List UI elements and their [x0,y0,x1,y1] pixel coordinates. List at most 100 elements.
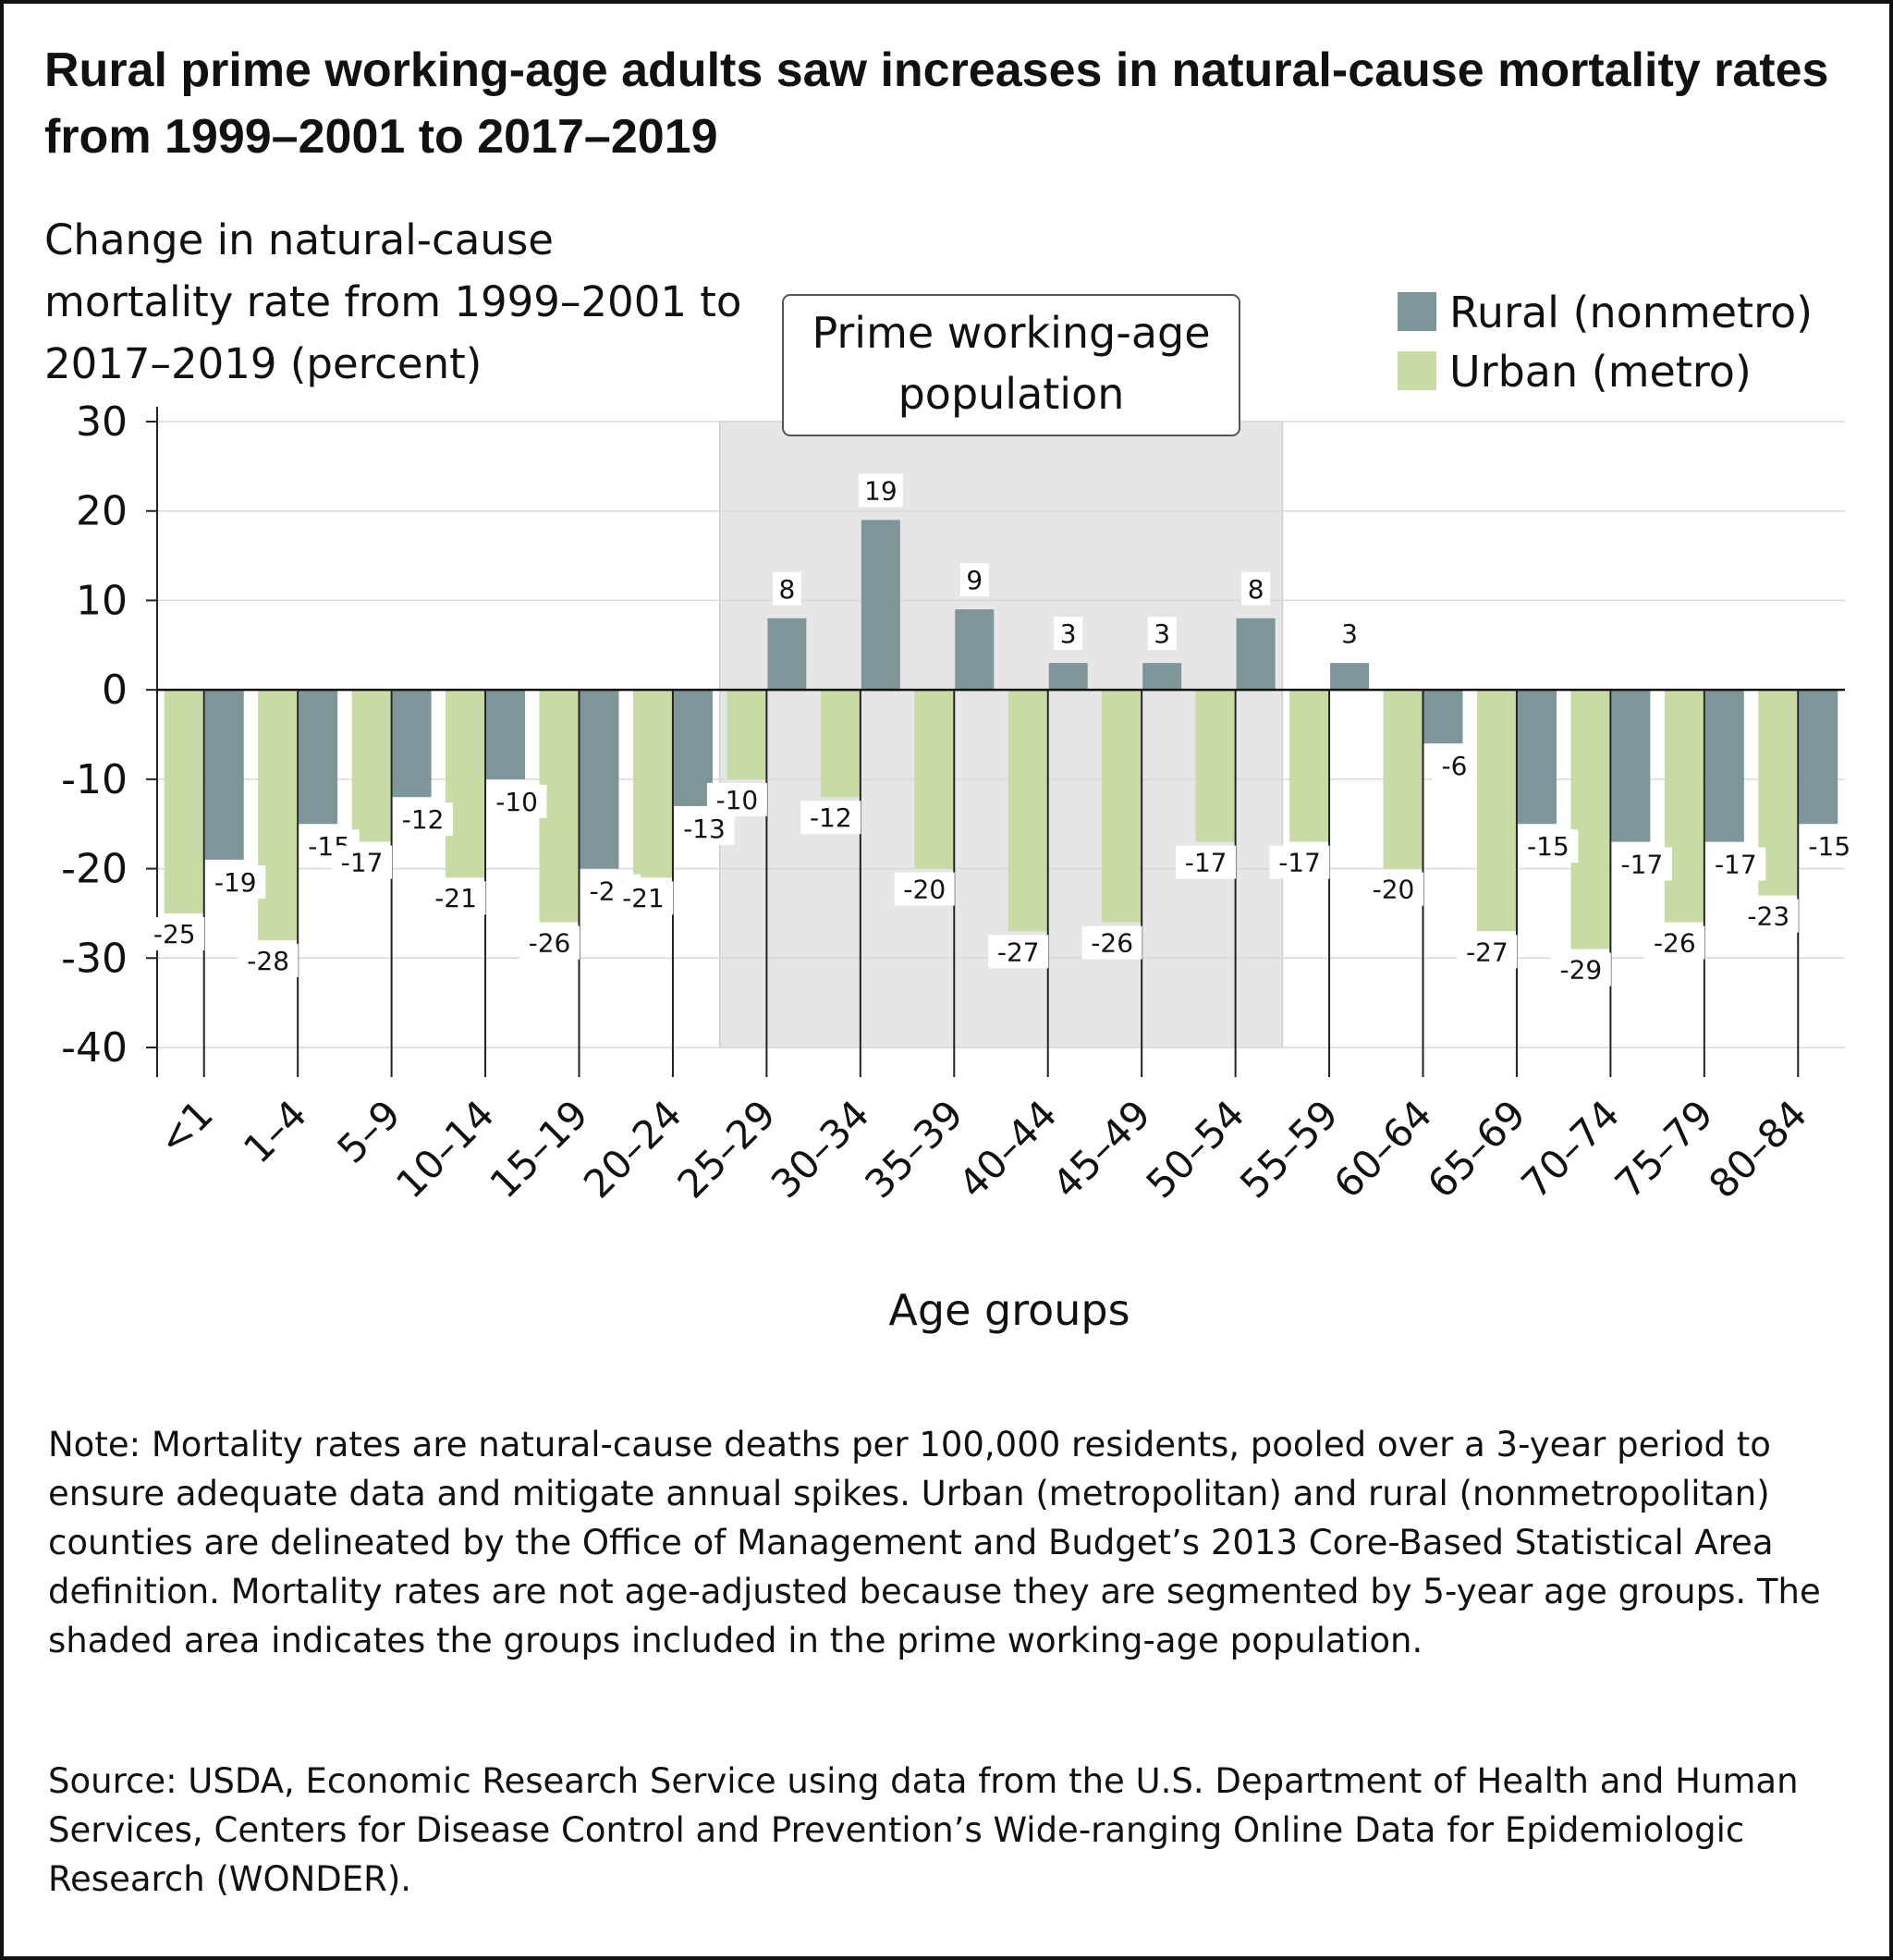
legend-swatch-urban [1398,351,1436,390]
data-label-box-urban [332,845,393,879]
bar-rural [673,690,713,806]
data-label-box-urban [1644,925,1705,960]
data-label-box-urban [1457,935,1518,969]
x-tick-label: 5–9 [328,1091,409,1171]
data-labels: -25-19-28-15-17-12-21-10-26-20-21-13-108… [144,473,1860,986]
y-tick-labels: 30 20 10 0 -10 -20 -30 -40 [61,398,128,1072]
x-tick-label: 10–14 [387,1091,503,1207]
bar-urban [446,690,485,878]
legend: Rural (nonmetro) Urban (metro) [1398,288,1813,397]
data-label-rural: -17 [1621,850,1664,880]
chart-note: Note: Mortality rates are natural-cause … [48,1425,1821,1660]
bar-rural [1799,690,1838,825]
data-label-box-urban [1363,872,1423,906]
x-tick-label: 40–44 [950,1091,1066,1207]
bar-urban [1289,690,1329,842]
data-label-box-urban [1738,899,1799,933]
data-label-box-rural [1241,571,1271,606]
data-label-rural: -6 [1442,751,1468,781]
data-label-urban: -10 [716,785,759,815]
data-label-urban: -26 [1654,928,1696,959]
data-label-box-urban [1269,845,1330,879]
bar-rural [1330,663,1370,691]
x-tick-label: 25–29 [668,1091,784,1207]
data-label-box-urban [1081,925,1142,960]
data-label-box-urban [238,943,299,977]
bar-urban [1476,690,1516,932]
data-label-urban: -20 [903,875,946,905]
data-label-box-rural [1335,617,1364,651]
data-label-rural: -13 [683,814,726,844]
data-label-urban: -17 [341,848,384,878]
data-label-rural: 19 [864,475,898,506]
data-label-box-urban [613,881,674,915]
y-tick-label: 20 [76,488,128,535]
x-tick-label: 45–49 [1044,1091,1159,1207]
bar-rural [767,618,807,691]
prime-age-annotation-box [782,294,1240,436]
data-label-box-urban [425,881,486,915]
bar-urban [727,690,766,779]
data-label-urban: -26 [529,928,571,959]
data-label-urban: -23 [1747,901,1789,932]
data-label-rural: -17 [1715,850,1757,880]
x-tick-label: 20–24 [575,1091,690,1207]
data-label-rural: 8 [778,574,795,605]
bar-urban [1008,690,1047,932]
x-tick-label: 50–54 [1138,1091,1253,1207]
legend-swatch-rural [1398,292,1436,331]
data-label-urban: -17 [1278,848,1321,878]
bar-urban [1664,690,1704,923]
chart-source: Source: USDA, Economic Research Service … [48,1761,1799,1899]
data-label-box-urban [1550,952,1611,986]
bar-urban [164,690,203,913]
data-label-box-rural [1611,847,1672,881]
bar-rural [392,690,432,798]
data-label-urban: -27 [997,937,1040,967]
x-tick-label: 30–34 [763,1091,878,1207]
x-tick-label: 70–74 [1512,1091,1628,1207]
x-tick-label: <1 [149,1091,221,1163]
data-label-rural: 9 [966,565,983,595]
data-label-urban: -20 [1373,875,1415,905]
bar-urban [1195,690,1235,842]
bar-urban [351,690,391,842]
legend-label-urban: Urban (metro) [1449,347,1752,397]
data-label-box-urban [800,801,861,835]
data-label-box-rural [858,473,903,508]
data-label-urban: -27 [1466,937,1508,967]
data-label-box-rural [1705,847,1766,881]
bar-rural [204,690,244,860]
data-label-urban: -26 [1091,928,1133,959]
axes [146,407,1845,1077]
data-label-rural: 3 [1341,619,1358,649]
x-tick-label: 35–39 [856,1091,971,1207]
data-label-box-rural [1518,829,1579,864]
x-tick-label: 65–69 [1419,1091,1534,1207]
data-label-urban: -12 [810,802,852,833]
chart-title: Rural prime working-age adults saw incre… [44,43,1829,164]
bar-rural [1423,690,1463,744]
data-label-box-rural [1799,829,1860,864]
bar-rural [1704,690,1744,842]
data-label-rural: -15 [1527,831,1569,862]
y-tick-label: -10 [61,756,128,803]
data-label-urban: -29 [1560,955,1603,986]
data-label-rural: 3 [1154,619,1170,649]
data-label-box-rural [1054,617,1083,651]
prime-age-annotation-line-1: Prime working-age [812,308,1210,358]
bar-urban [1102,690,1142,923]
data-label-rural: 8 [1248,574,1264,605]
data-label-urban: -28 [247,946,289,976]
bar-rural [299,690,338,825]
x-tick-label: 75–79 [1606,1091,1722,1207]
x-tick-label: 1–4 [235,1091,315,1171]
y-tick-label: -30 [61,935,128,982]
data-label-box-urban [519,925,580,960]
y-tick-label: 30 [76,398,128,446]
y-tick-label: 10 [76,577,128,624]
bar-rural [955,609,995,691]
y-tick-label: 0 [102,667,128,714]
bar-urban [1570,690,1610,949]
